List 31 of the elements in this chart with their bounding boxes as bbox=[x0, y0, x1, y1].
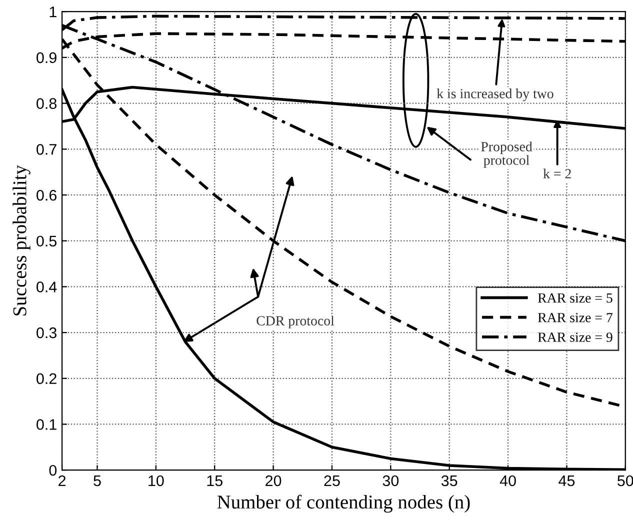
y-tick-label: 0.3 bbox=[36, 327, 57, 338]
y-tick-label: 1 bbox=[50, 6, 56, 18]
x-tick-label: 10 bbox=[148, 475, 164, 486]
x-tick-label: 25 bbox=[324, 475, 340, 486]
annotation: Proposed protocol bbox=[481, 142, 532, 168]
y-axis-title: Success probability bbox=[12, 165, 30, 316]
y-tick-label: 0.4 bbox=[36, 282, 57, 292]
x-tick-label: 30 bbox=[382, 475, 399, 486]
legend-label: RAR size = 7 bbox=[538, 312, 612, 322]
y-tick-label: 0.9 bbox=[36, 52, 56, 64]
y-tick-label: 0.7 bbox=[36, 144, 56, 155]
x-tick-label: 2 bbox=[58, 475, 66, 486]
x-tick-label: 40 bbox=[500, 475, 516, 486]
y-tick-label: 0.5 bbox=[36, 236, 57, 247]
x-tick-label: 5 bbox=[94, 476, 101, 486]
x-tick-label: 45 bbox=[558, 476, 575, 486]
legend-label: RAR size = 5 bbox=[538, 293, 612, 303]
legend-label: RAR size = 9 bbox=[538, 332, 612, 342]
y-tick-label: 0.1 bbox=[36, 419, 56, 430]
x-tick-label: 50 bbox=[618, 475, 633, 486]
x-tick-label: 35 bbox=[441, 475, 458, 486]
x-tick-label: 20 bbox=[266, 475, 282, 486]
annotation: k = 2 bbox=[543, 168, 571, 178]
y-tick-label: 0.2 bbox=[36, 373, 56, 384]
x-tick-label: 15 bbox=[207, 476, 222, 486]
y-tick-label: 0 bbox=[49, 464, 57, 476]
x-axis-title: Number of contending nodes (n) bbox=[217, 494, 470, 513]
y-tick-label: 0.6 bbox=[36, 190, 57, 201]
annotation: k is increased by two bbox=[436, 88, 554, 102]
y-tick-label: 0.8 bbox=[36, 98, 57, 109]
annotation: CDR protocol bbox=[256, 316, 334, 328]
